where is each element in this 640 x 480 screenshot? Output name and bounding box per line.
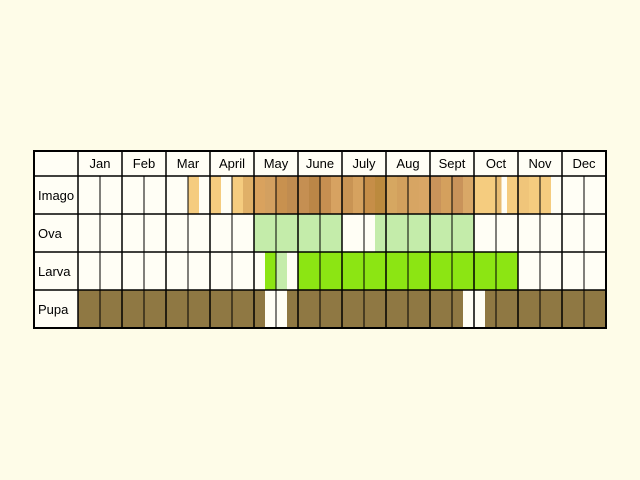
stage-segment-imago: [353, 176, 364, 214]
stage-segment-imago: [529, 176, 540, 214]
stage-segment-imago: [386, 176, 397, 214]
month-label: Mar: [177, 156, 200, 171]
stage-label-larva: Larva: [38, 264, 71, 279]
stage-segment-imago: [408, 176, 419, 214]
stage-label-ova: Ova: [38, 226, 63, 241]
stage-segment-imago: [265, 176, 276, 214]
month-label: Dec: [572, 156, 596, 171]
month-label: Aug: [396, 156, 419, 171]
stage-segment-imago: [397, 176, 408, 214]
stage-segment-imago: [463, 176, 474, 214]
stage-segment-imago: [507, 176, 518, 214]
stage-segment-ova: [375, 214, 474, 252]
stage-segment-imago: [210, 176, 221, 214]
month-label: April: [219, 156, 245, 171]
stage-segment-imago: [331, 176, 342, 214]
month-label: Jan: [90, 156, 111, 171]
stage-segment-imago: [375, 176, 386, 214]
stage-segment-imago: [276, 176, 287, 214]
stage-segment-imago: [320, 176, 331, 214]
stage-segment-imago: [518, 176, 529, 214]
stage-segment-imago: [452, 176, 463, 214]
stage-segment-larva: [265, 252, 276, 290]
stage-segment-imago: [474, 176, 485, 214]
stage-segment-pupa: [287, 290, 463, 328]
stage-label-pupa: Pupa: [38, 302, 69, 317]
stage-segment-imago: [496, 176, 502, 214]
month-label: May: [264, 156, 289, 171]
stage-segment-imago: [243, 176, 254, 214]
stage-segment-pupa: [485, 290, 606, 328]
month-label: Nov: [528, 156, 552, 171]
table-border: [33, 150, 607, 329]
stage-labels: Imago Ova Larva Pupa: [38, 188, 74, 317]
month-labels: Jan Feb Mar April May June July Aug Sept Oct Nov De…: [90, 156, 597, 171]
stage-segment-imago: [287, 176, 298, 214]
stage-segment-imago: [485, 176, 496, 214]
month-label: Sept: [439, 156, 466, 171]
stage-segment-imago: [441, 176, 452, 214]
stage-segment-larva: [276, 252, 287, 290]
month-label: Oct: [486, 156, 507, 171]
stage-segment-imago: [188, 176, 199, 214]
stage-segment-imago: [430, 176, 441, 214]
stage-segment-pupa: [78, 290, 265, 328]
month-label: Feb: [133, 156, 155, 171]
stage-segment-imago: [540, 176, 551, 214]
stage-segment-imago: [232, 176, 243, 214]
stage-segment-imago: [419, 176, 430, 214]
stage-segment-imago: [342, 176, 353, 214]
stage-segment-imago: [254, 176, 265, 214]
stage-segment-imago: [364, 176, 375, 214]
stage-segment-imago: [298, 176, 309, 214]
month-label: June: [306, 156, 334, 171]
stage-segment-imago: [309, 176, 320, 214]
stage-label-imago: Imago: [38, 188, 74, 203]
month-label: July: [352, 156, 376, 171]
grid-lines: [33, 150, 607, 329]
